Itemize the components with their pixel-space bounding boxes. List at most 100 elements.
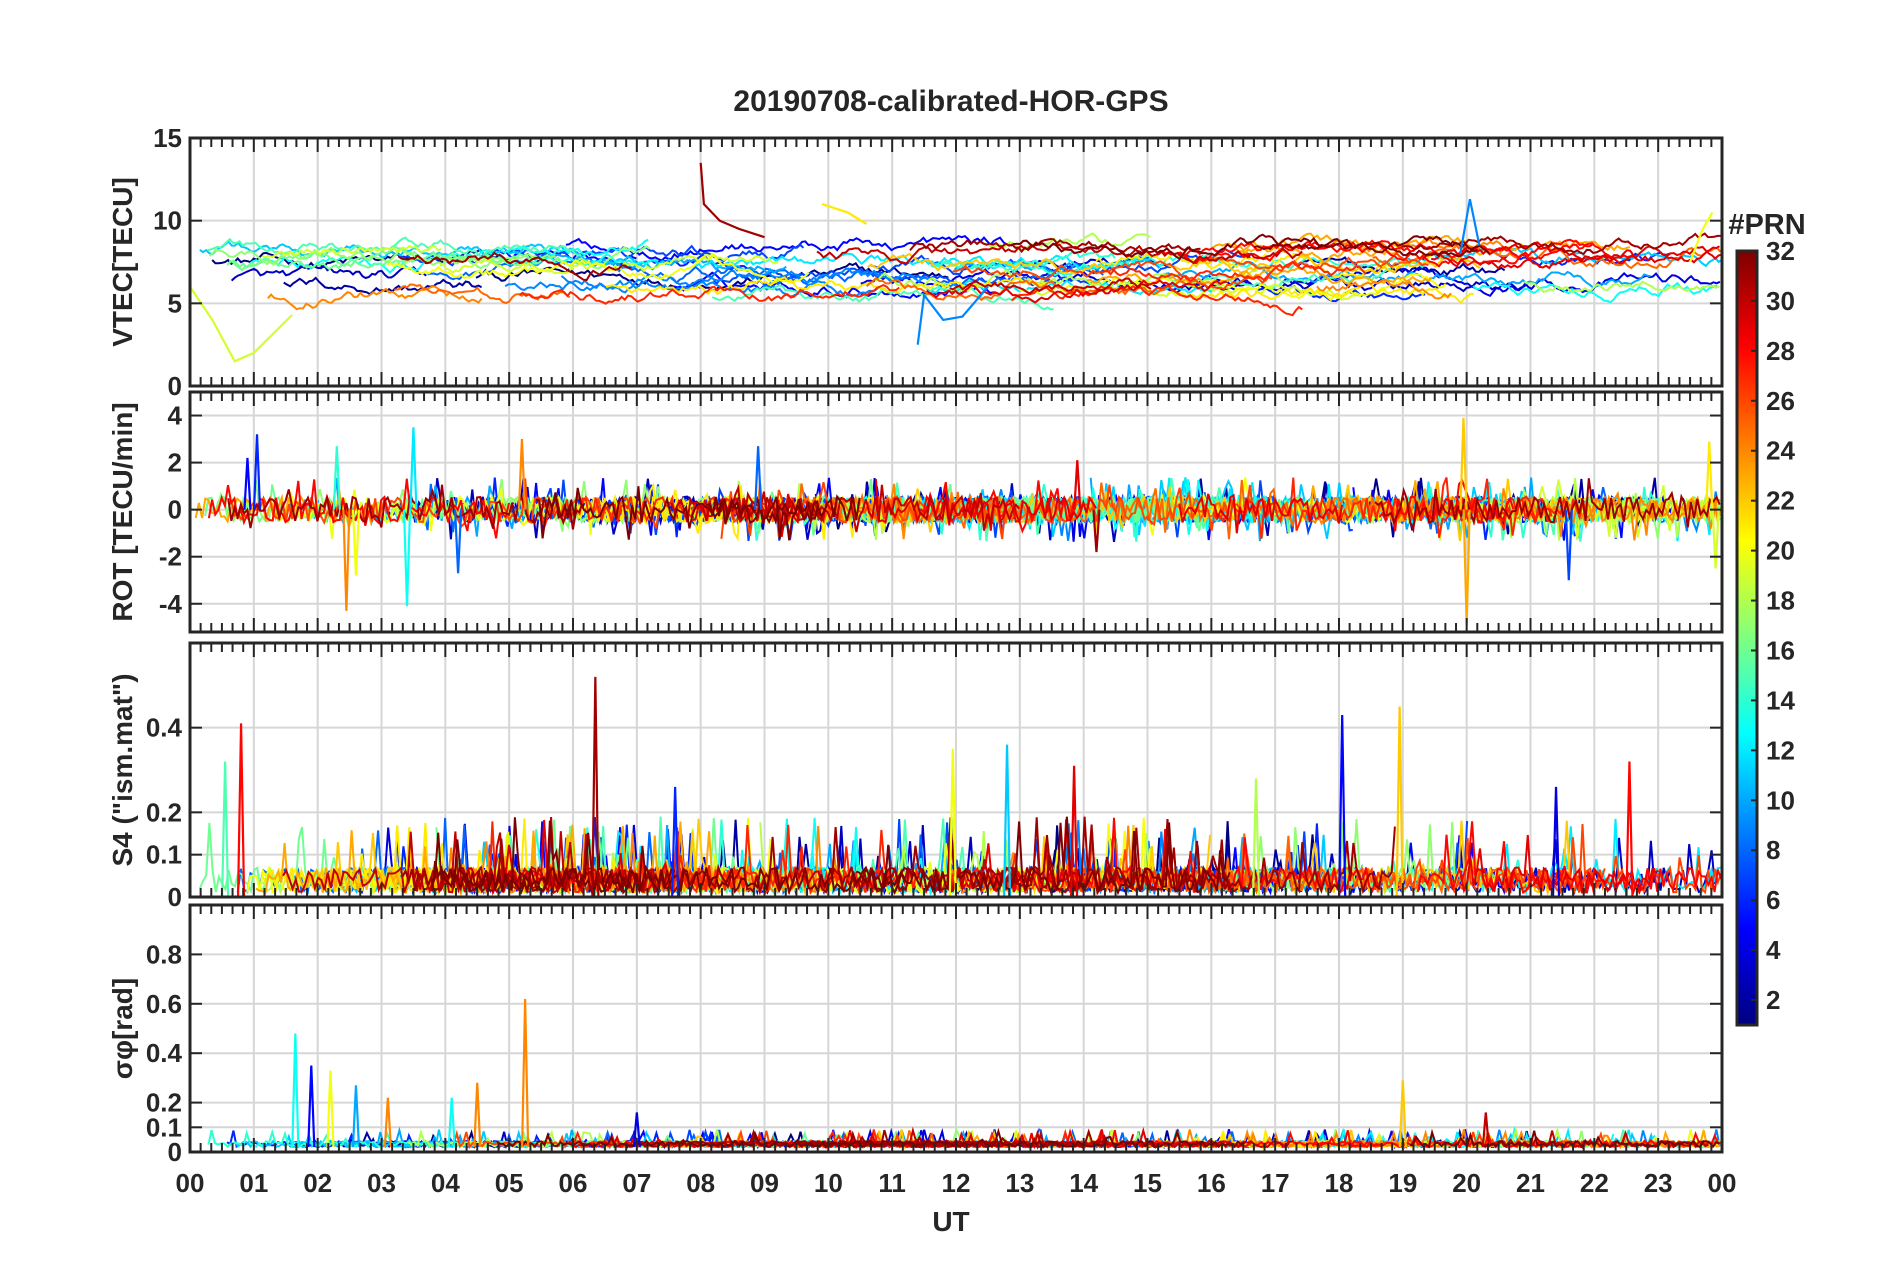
x-tick-label: 09 (750, 1168, 779, 1198)
prn-trace (1011, 283, 1303, 317)
x-axis-label: UT (932, 1206, 969, 1237)
prn-feature-trace (821, 203, 868, 225)
data-spike (517, 439, 527, 510)
data-spike (383, 1097, 392, 1148)
x-tick-label: 05 (495, 1168, 524, 1198)
data-spike (521, 998, 530, 1148)
colorbar-tick-label: 24 (1766, 436, 1795, 466)
y-axis-label: σφ[rad] (107, 978, 138, 1079)
prn-trace (692, 493, 834, 537)
x-tick-label: 03 (367, 1168, 396, 1198)
prn-trace (1372, 243, 1722, 270)
prn-trace (1431, 245, 1722, 270)
data-traces (190, 162, 1722, 363)
data-spike (221, 761, 230, 897)
data-spike (307, 1065, 316, 1148)
x-tick-label: 22 (1580, 1168, 1609, 1198)
data-spike (948, 748, 957, 897)
panel-sigmaphi: 00.10.2 0.4 0.6 0.8 σφ[rad] (107, 903, 1724, 1167)
y-axis-label: ROT [TECU/min] (107, 402, 138, 621)
axis-ticks (189, 905, 1723, 1153)
colorbar-tick-label: 30 (1766, 286, 1795, 316)
prn-trace (816, 242, 1303, 265)
prn-trace (995, 824, 1396, 895)
prn-trace (1316, 278, 1452, 300)
panel-rot: -4 -2 0 2 4 ROT [TECU/min] (107, 390, 1724, 634)
prn-trace (706, 494, 861, 541)
prn-trace (227, 484, 584, 530)
x-tick-label: 01 (239, 1168, 268, 1198)
prn-trace (1378, 478, 1515, 532)
y-tick-label: 0 (168, 882, 182, 912)
data-spike (447, 1097, 456, 1148)
colorbar-tick-label: 26 (1766, 386, 1795, 416)
prn-trace (518, 283, 900, 305)
data-spike (473, 1082, 482, 1148)
prn-trace (855, 816, 1231, 896)
x-tick-label: 02 (303, 1168, 332, 1198)
prn-trace (1233, 232, 1631, 256)
prn-trace (565, 234, 1011, 262)
y-tick-label: 0.8 (146, 939, 182, 969)
prn-trace (397, 251, 632, 282)
prn-trace (430, 820, 908, 896)
data-spike (1002, 744, 1012, 897)
data-spike (1459, 417, 1468, 510)
data-spike (332, 446, 341, 510)
prn-trace (1010, 233, 1490, 261)
y-tick-label: 2 (168, 448, 182, 478)
prn-trace (952, 260, 1273, 291)
y-tick-label: 0.2 (146, 1088, 182, 1118)
y-tick-label: 15 (153, 123, 182, 153)
data-spike (243, 457, 252, 510)
prn-trace (1416, 821, 1722, 895)
prn-trace (582, 824, 892, 896)
prn-trace (925, 279, 1227, 304)
data-spike (351, 1085, 361, 1148)
prn-trace (949, 277, 1152, 295)
x-tick-label: 00 (1708, 1168, 1737, 1198)
x-tick-label: 04 (431, 1168, 460, 1198)
prn-trace (1523, 280, 1720, 294)
colorbar-tick-label: 16 (1766, 635, 1795, 665)
prn-feature-trace (916, 286, 989, 345)
y-tick-label: 0.6 (146, 989, 182, 1019)
data-spike (1705, 441, 1714, 510)
colorbar-tick-label: 6 (1766, 885, 1780, 915)
colorbar-tick-label: 8 (1766, 835, 1780, 865)
grid (190, 905, 1722, 1152)
prn-trace (1374, 478, 1721, 534)
prn-trace (431, 817, 676, 895)
axis-ticks (189, 392, 1723, 632)
x-tick-label: 23 (1644, 1168, 1673, 1198)
data-spike (1551, 786, 1561, 897)
x-tick-label: 07 (622, 1168, 651, 1198)
prn-trace (1472, 281, 1720, 304)
x-tick-label: 10 (814, 1168, 843, 1198)
axis-ticks (189, 643, 1723, 898)
colorbar-title: #PRN (1728, 209, 1805, 241)
prn-trace (605, 276, 1095, 296)
data-spike (409, 427, 418, 510)
data-spike (1073, 460, 1082, 510)
panel-s4: 0 0.1 0.2 0.4 S4 ("ism.mat") (107, 641, 1724, 912)
prn-trace (1253, 235, 1479, 254)
y-tick-label: 0.1 (146, 840, 182, 870)
prn-feature-trace (1689, 211, 1714, 263)
data-spike (291, 1033, 300, 1148)
x-tick-label: 13 (1005, 1168, 1034, 1198)
prn-trace (439, 253, 779, 275)
data-spike (1251, 778, 1261, 897)
colorbar-tick-label: 28 (1766, 336, 1795, 366)
x-tick-label: 00 (176, 1168, 205, 1198)
y-tick-label: 0.4 (146, 1038, 183, 1068)
prn-trace (1212, 242, 1402, 264)
data-spike (454, 509, 463, 574)
data-spike (1564, 509, 1573, 581)
prn-trace (1296, 256, 1506, 278)
x-tick-label: 18 (1325, 1168, 1354, 1198)
axis-ticks (189, 137, 1723, 387)
panel-vtec: 0 5 10 15 VTEC[TECU] (107, 123, 1724, 401)
